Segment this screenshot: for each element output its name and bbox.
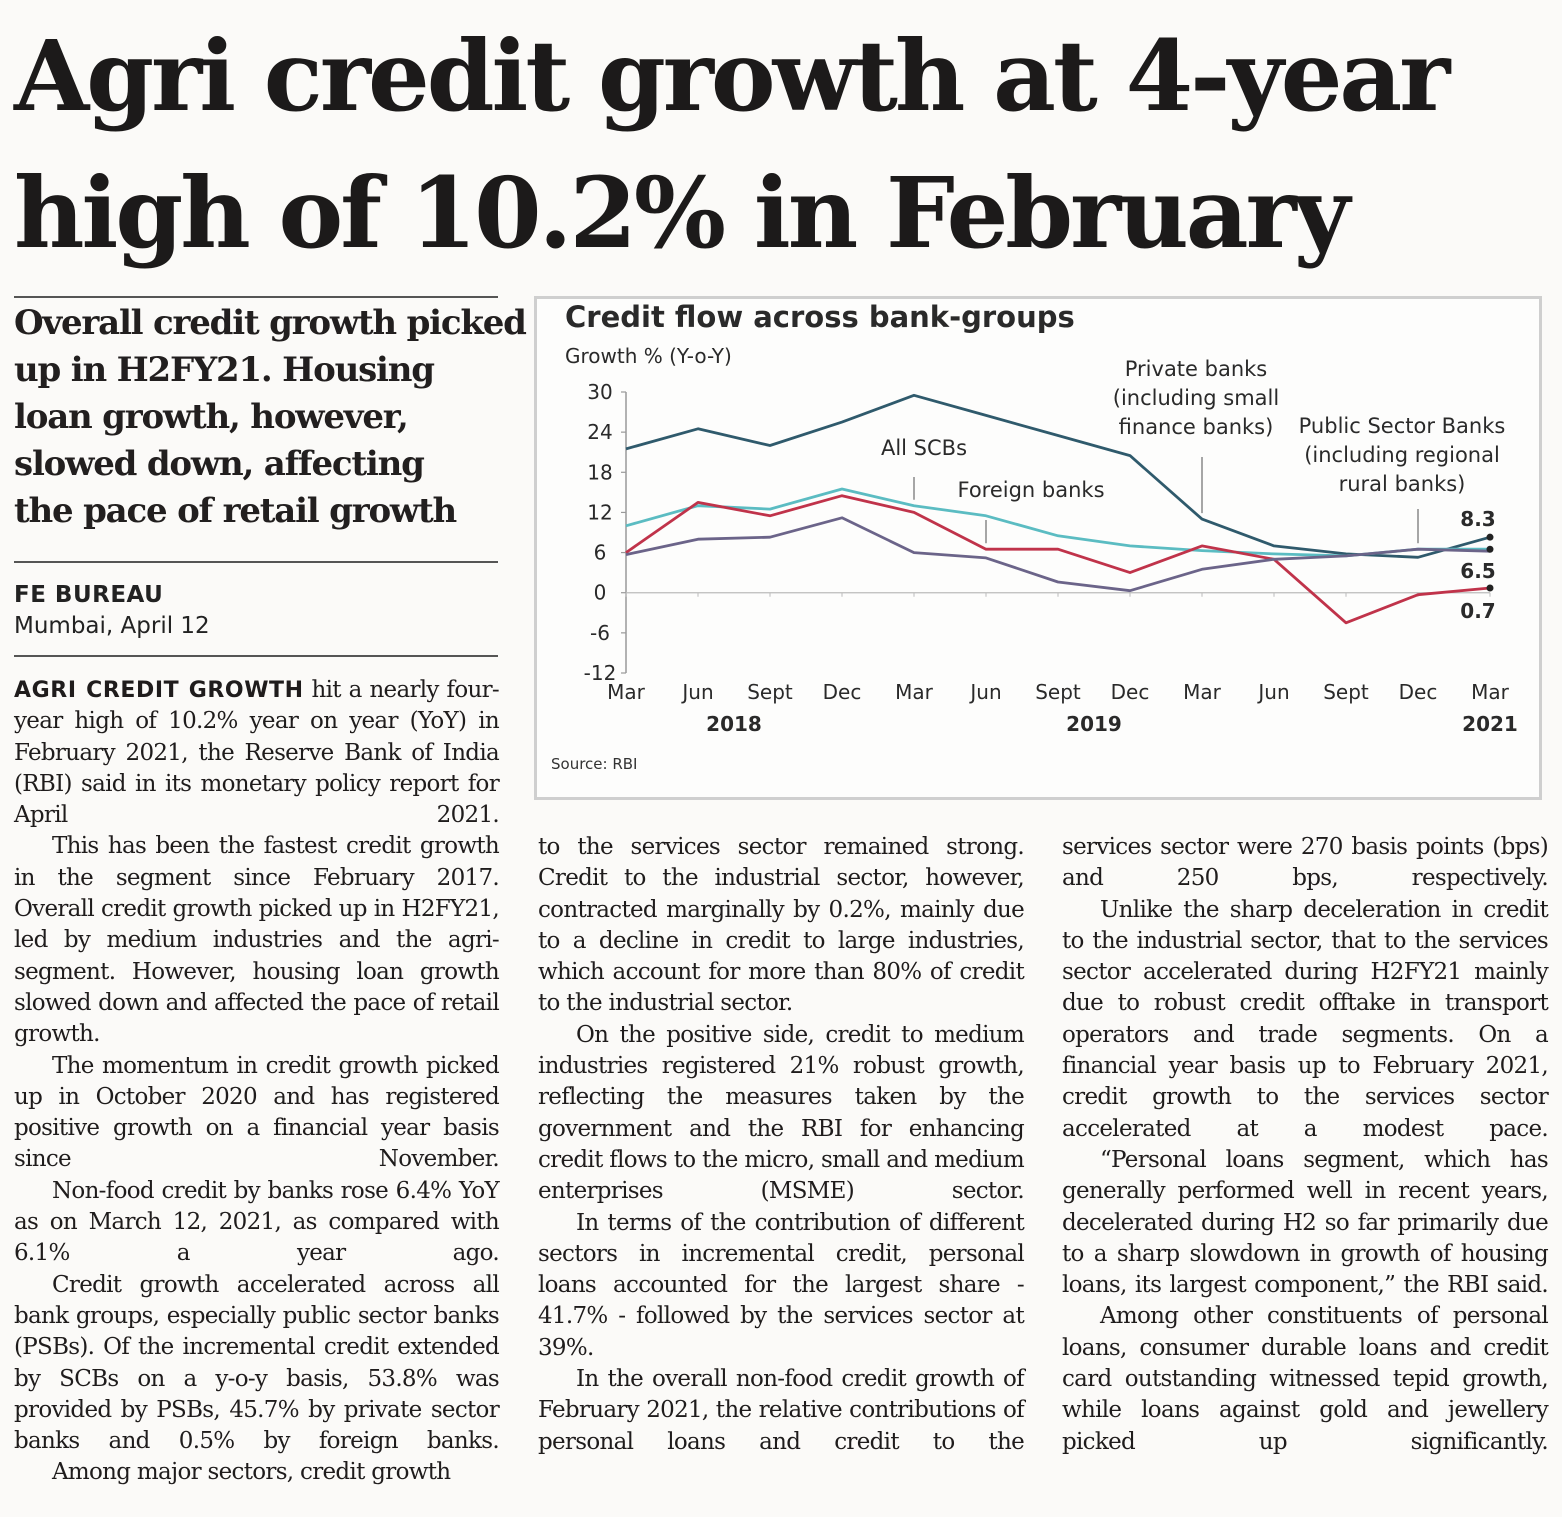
x-tick-label: Jun <box>680 680 713 704</box>
annotation-label: Private banks <box>1125 357 1268 381</box>
deck-line: slowed down, affecting <box>14 444 425 484</box>
paragraph: The momentum in credit growth picked up … <box>14 1052 500 1173</box>
lead-caps: AGRI CREDIT GROWTH <box>14 678 304 703</box>
paragraph: hit a nearly four-year high of 10.2% yea… <box>14 677 500 829</box>
paragraph: “Personal loans segment, which has gener… <box>1062 1146 1549 1299</box>
deck-line: up in H2FY21. Housing <box>14 350 435 390</box>
x-tick-label: Dec <box>1399 680 1438 704</box>
paragraph: services sector were 270 basis points (b… <box>1062 834 1549 892</box>
article-column-3: services sector were 270 basis points (b… <box>1062 832 1549 1458</box>
divider <box>14 561 498 563</box>
annotation-label: finance banks) <box>1119 415 1274 439</box>
x-tick-label: Sept <box>747 680 793 704</box>
annotation-label: rural banks) <box>1339 472 1466 496</box>
end-value-label: 6.5 <box>1460 559 1495 583</box>
series-line <box>625 494 1491 625</box>
y-tick-label: -6 <box>590 621 610 645</box>
end-value-label: 8.3 <box>1460 507 1495 531</box>
end-point-dot <box>1486 545 1494 553</box>
headline-line-2: high of 10.2% in February <box>14 156 1350 270</box>
chart-y-label: Growth % (Y-o-Y) <box>565 344 732 368</box>
paragraph: In the overall non-food credit growth of… <box>538 1366 1025 1455</box>
x-tick-label: Mar <box>1183 680 1222 704</box>
deck-line: loan growth, however, <box>14 397 409 437</box>
annotation-label: Foreign banks <box>957 478 1104 502</box>
paragraph: On the positive side, credit to medium i… <box>538 1021 1025 1205</box>
byline-name: FE BUREAU <box>14 582 164 608</box>
deck-line: Overall credit growth picked <box>14 303 527 343</box>
paragraph: Unlike the sharp deceleration in credit … <box>1062 896 1549 1142</box>
end-value-label: 0.7 <box>1460 599 1495 623</box>
x-tick-label: Jun <box>968 680 1001 704</box>
x-tick-label: Jun <box>1256 680 1289 704</box>
y-tick-label: 18 <box>587 460 612 484</box>
x-tick-label: Dec <box>1111 680 1150 704</box>
annotation-label: (including small <box>1113 386 1279 410</box>
chart-box: Credit flow across bank-groups Growth % … <box>534 296 1542 800</box>
year-label: 2021 <box>1462 712 1518 736</box>
annotation-label: Public Sector Banks <box>1299 414 1506 438</box>
paragraph: In terms of the contribution of differen… <box>538 1209 1025 1361</box>
paragraph: Non-food credit by banks rose 6.4% YoY a… <box>14 1177 500 1267</box>
y-tick-label: -12 <box>584 661 617 685</box>
x-tick-label: Mar <box>607 680 646 704</box>
series-line <box>625 516 1491 593</box>
annotation-label: All SCBs <box>881 436 967 460</box>
paragraph: Among other constituents of personal loa… <box>1062 1303 1549 1455</box>
headline-line-1: Agri credit growth at 4-year <box>14 19 1450 133</box>
paragraph: This has been the fastest credit growth … <box>14 833 500 1048</box>
x-tick-label: Sept <box>1035 680 1081 704</box>
end-point-dot <box>1486 533 1494 541</box>
y-tick-label: 12 <box>587 500 612 524</box>
article-column-1: AGRI CREDIT GROWTH hit a nearly four-yea… <box>14 675 500 1489</box>
x-tick-label: Dec <box>823 680 862 704</box>
y-tick-label: 0 <box>594 581 607 605</box>
deck: Overall credit growth picked up in H2FY2… <box>14 300 527 535</box>
year-label: 2018 <box>706 712 762 736</box>
paragraph: to the services sector remained strong. … <box>538 834 1025 1017</box>
y-tick-label: 24 <box>587 420 612 444</box>
byline: FE BUREAU Mumbai, April 12 <box>14 580 210 642</box>
headline: Agri credit growth at 4-year high of 10.… <box>14 8 1554 282</box>
end-point-dot <box>1486 584 1494 592</box>
year-label: 2019 <box>1066 712 1122 736</box>
paragraph: Credit growth accelerated across all ban… <box>14 1271 500 1455</box>
series-line <box>625 393 1491 559</box>
paragraph: Among major sectors, credit growth <box>52 1459 451 1486</box>
annotation-label: (including regional <box>1304 443 1500 467</box>
credit-flow-chart: Credit flow across bank-groups Growth % … <box>551 300 1518 773</box>
deck-line: the pace of retail growth <box>14 491 457 531</box>
x-tick-label: Mar <box>1471 680 1510 704</box>
chart-title: Credit flow across bank-groups <box>565 300 1075 334</box>
divider <box>14 655 498 657</box>
x-tick-label: Sept <box>1323 680 1369 704</box>
byline-dateline: Mumbai, April 12 <box>14 613 210 639</box>
y-tick-label: 6 <box>594 541 607 565</box>
chart-source: Source: RBI <box>551 755 637 773</box>
divider <box>14 296 498 298</box>
x-tick-label: Mar <box>895 680 934 704</box>
y-tick-label: 30 <box>587 380 612 404</box>
article-column-2: to the services sector remained strong. … <box>538 832 1025 1458</box>
